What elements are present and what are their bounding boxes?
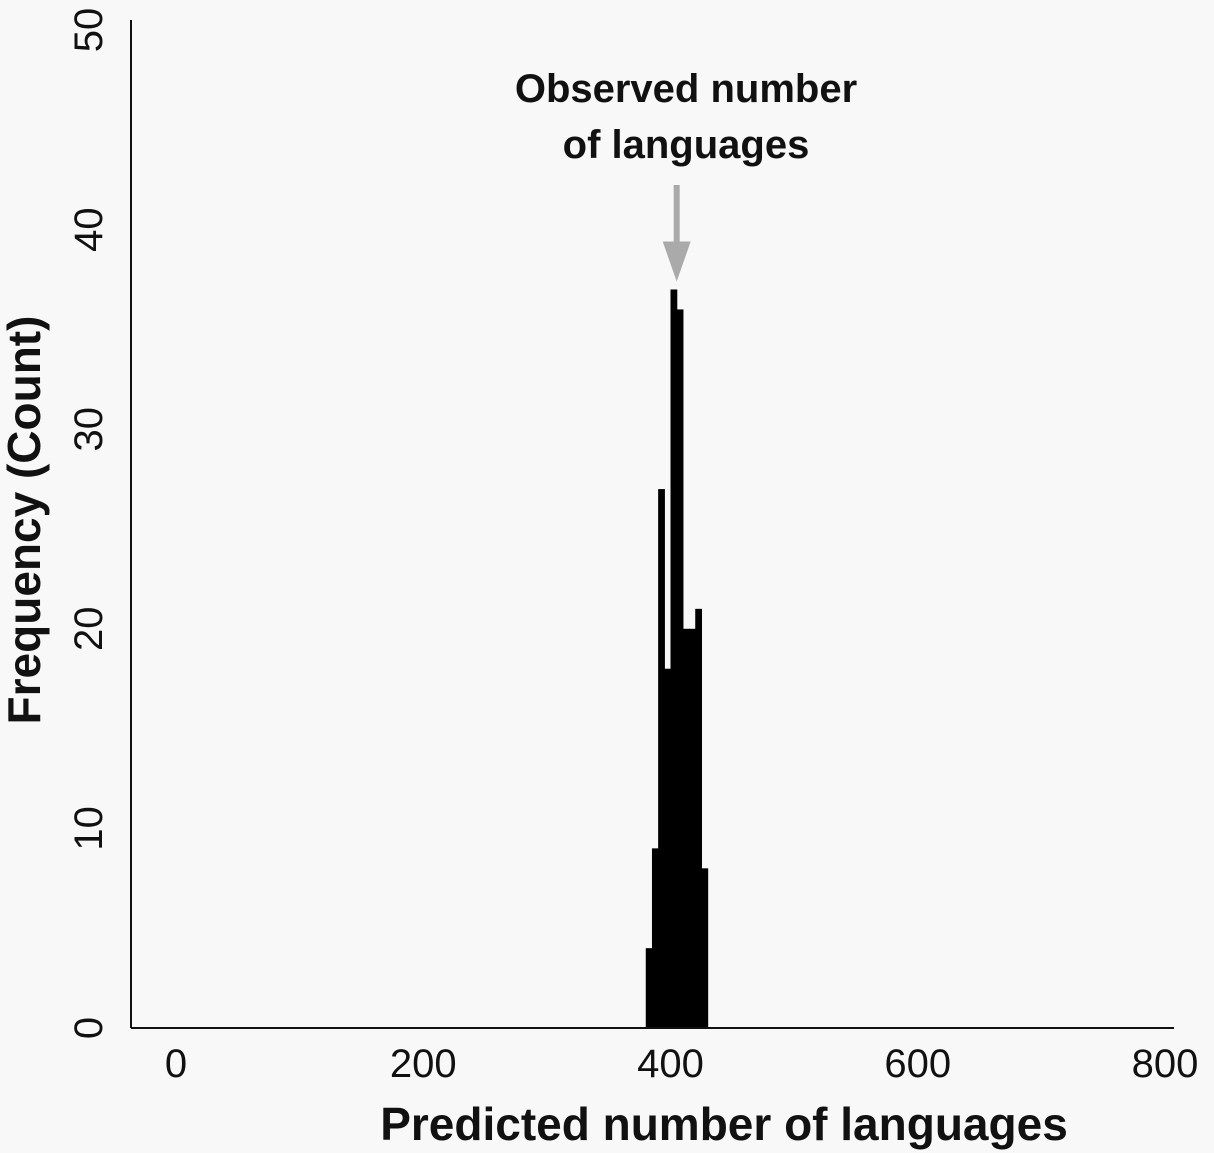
x-tick-label-3: 600 (884, 1042, 951, 1086)
histogram-bar-6 (682, 628, 690, 1028)
y-tick-label-2: 20 (67, 607, 111, 652)
annotation-line-1: Observed number (515, 67, 857, 111)
annotation-line-2: of languages (563, 123, 810, 167)
histogram-bar-9 (701, 868, 709, 1028)
x-tick-label-4: 800 (1132, 1042, 1199, 1086)
histogram-bar-4 (670, 289, 678, 1029)
y-tick-label-1: 10 (67, 806, 111, 851)
x-tick-labels: 0 200 400 600 800 (165, 1042, 1199, 1086)
y-tick-label-3: 30 (67, 407, 111, 452)
histogram-bar-5 (676, 309, 684, 1028)
histogram-bar-1 (651, 848, 659, 1028)
annotation-arrow-head (662, 241, 691, 282)
histogram-bars (645, 289, 709, 1029)
y-tick-labels: 0 10 20 30 40 50 (67, 8, 111, 1039)
y-tick-label-0: 0 (67, 1017, 111, 1039)
x-tick-label-2: 400 (637, 1042, 704, 1086)
histogram-bar-7 (689, 628, 696, 1028)
y-tick-label-5: 50 (67, 8, 111, 53)
y-axis-title: Frequency (Count) (0, 316, 50, 725)
histogram-bar-3 (664, 668, 672, 1028)
histogram-bar-0 (645, 948, 653, 1028)
x-tick-label-0: 0 (165, 1042, 187, 1086)
histogram-bar-8 (695, 608, 703, 1028)
x-tick-label-1: 200 (390, 1042, 457, 1086)
y-tick-label-4: 40 (67, 207, 111, 252)
observed-annotation: Observed number of languages (515, 67, 857, 282)
x-axis-title: Predicted number of languages (380, 1098, 1068, 1150)
histogram-bar-2 (658, 489, 665, 1029)
